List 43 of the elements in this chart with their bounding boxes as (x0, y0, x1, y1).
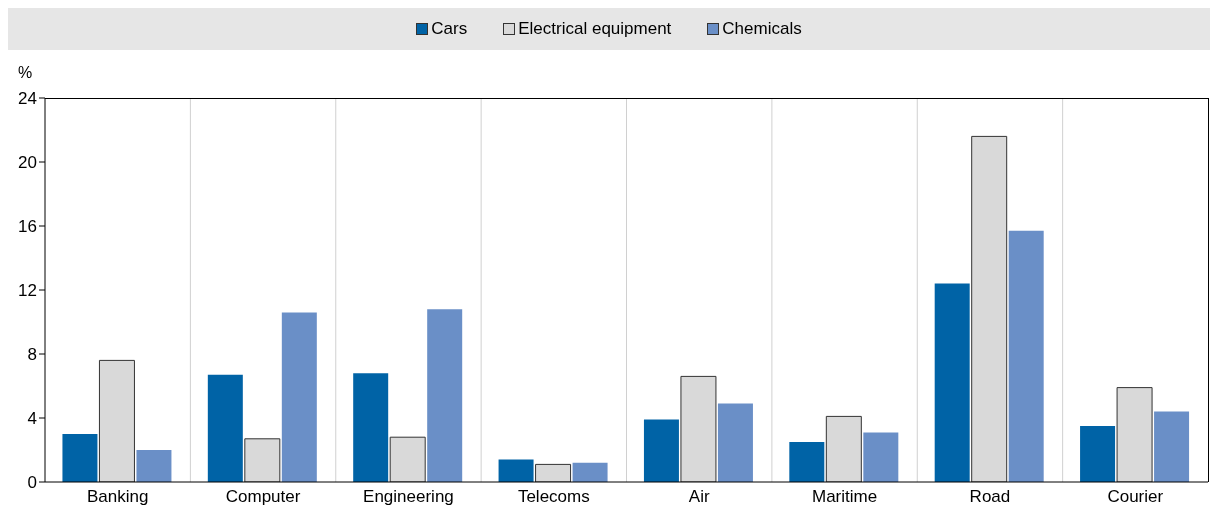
bar (934, 283, 970, 482)
bar (136, 450, 172, 482)
bar (98, 359, 135, 482)
bar (680, 375, 717, 482)
x-tick-label: Courier (1107, 487, 1164, 507)
bar (717, 403, 753, 482)
legend-label: Electrical equipment (517, 19, 672, 39)
y-tick-label: 24 (18, 89, 37, 109)
bar (1080, 426, 1116, 482)
x-tick-label: Telecoms (517, 487, 590, 507)
bar (353, 373, 389, 482)
bar (427, 309, 463, 482)
bar (825, 415, 862, 482)
y-tick-label: 4 (27, 409, 37, 429)
legend-label: Chemicals (721, 19, 802, 39)
x-tick-label: Road (969, 487, 1011, 507)
y-axis-title: % (18, 64, 33, 82)
bar (1008, 230, 1044, 482)
x-tick-label: Maritime (811, 487, 878, 507)
bar (498, 459, 534, 482)
y-tick-label: 16 (18, 217, 37, 237)
bar (1116, 387, 1153, 482)
bar (971, 135, 1008, 482)
y-tick-label: 8 (27, 345, 37, 365)
bar (789, 442, 825, 482)
bar (572, 462, 608, 482)
bar (643, 419, 679, 482)
bar (244, 438, 281, 482)
bar (62, 434, 98, 482)
x-tick-label: Engineering (363, 487, 454, 507)
x-tick-label: Banking (86, 487, 149, 507)
bar (207, 374, 243, 482)
bar (281, 312, 317, 482)
y-tick-label: 0 (27, 473, 37, 493)
x-tick-label: Air (688, 487, 710, 507)
y-tick-label: 20 (18, 153, 37, 173)
bar (535, 463, 572, 482)
x-tick-label: Computer (225, 487, 301, 507)
bar (389, 436, 426, 482)
bar (863, 432, 899, 482)
y-tick-label: 12 (18, 281, 37, 301)
legend-label: Cars (430, 19, 468, 39)
bar (1154, 411, 1190, 482)
